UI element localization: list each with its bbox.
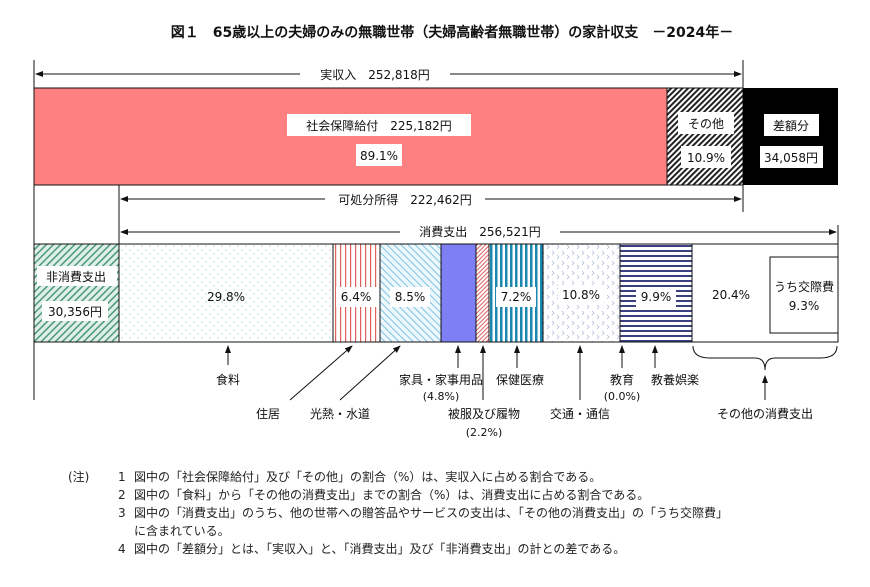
deficit-value: 34,058円	[764, 151, 818, 165]
label-clothing: 被服及び履物	[448, 407, 520, 421]
medical-pct: 7.2%	[501, 290, 532, 304]
note-number: 3	[118, 506, 126, 520]
label-other: その他の消費支出	[717, 406, 813, 421]
label-utilities: 光熱・水道	[310, 407, 370, 421]
notes-head: (注)	[68, 470, 90, 484]
note-number	[118, 522, 134, 540]
education-pct: (0.0%)	[604, 390, 641, 403]
other-pct: 20.4%	[712, 288, 750, 302]
nonconsumption-value: 30,356円	[48, 305, 102, 319]
label-recreation: 教養娯楽	[651, 372, 699, 387]
other-income-segment	[666, 87, 744, 186]
note-text: 図中の「食料」から「その他の消費支出」までの割合（%）は、消費支出に占める割合で…	[134, 488, 650, 502]
note-text: 図中の「社会保障給付」及び「その他」の割合（%）は、実収入に占める割合である。	[134, 470, 602, 484]
utilities-pct: 8.5%	[395, 290, 426, 304]
nonconsumption-segment	[33, 243, 120, 343]
segment-clothing	[475, 243, 490, 343]
clothing-pct: (2.2%)	[466, 426, 503, 439]
disposable-label: 可処分所得 222,462円	[338, 192, 472, 207]
nonconsumption-label: 非消費支出	[46, 269, 106, 284]
social-security-label: 社会保障給付 225,182円	[306, 118, 452, 133]
social-security-pct: 89.1%	[360, 149, 398, 163]
segment-furniture	[440, 243, 477, 343]
segment-food	[118, 243, 334, 343]
note-number: 1	[118, 470, 126, 484]
other-income-pct: 10.9%	[687, 151, 725, 165]
label-housing: 住居	[256, 407, 280, 421]
label-food: 食料	[216, 372, 240, 387]
note-text: 図中の「差額分」とは、「実収入」と、「消費支出」及び「非消費支出」の計との差であ…	[134, 542, 626, 556]
furniture-pct: (4.8%)	[423, 390, 460, 403]
note-number: 2	[118, 488, 126, 502]
food-pct: 29.8%	[207, 290, 245, 304]
entertainment-label: うち交際費	[774, 279, 834, 294]
housing-pct: 6.4%	[341, 290, 372, 304]
income-label: 実収入 252,818円	[320, 67, 430, 82]
label-transport: 交通・通信	[550, 406, 610, 421]
other-income-label: その他	[688, 117, 724, 131]
transport-pct: 10.8%	[562, 288, 600, 302]
label-medical: 保健医療	[496, 373, 544, 387]
label-education: 教育	[610, 372, 634, 387]
deficit-label: 差額分	[773, 119, 809, 133]
notes: (注) 1 図中の「社会保障給付」及び「その他」の割合（%）は、実収入に占める割合で…	[68, 468, 728, 558]
deficit-segment	[743, 88, 838, 185]
entertainment-pct: 9.3%	[789, 299, 820, 313]
note-text: に含まれている。	[134, 524, 230, 538]
note-text: 図中の「消費支出」のうち、他の世帯への贈答品やサービスの支出は、「その他の消費支…	[134, 506, 729, 520]
social-security-segment	[33, 87, 668, 186]
consumption-label: 消費支出 256,521円	[419, 224, 541, 239]
entertainment-subbox	[769, 256, 839, 334]
note-number: 4	[118, 542, 126, 556]
label-furniture: 家具・家事用品	[399, 372, 483, 387]
chart-title: 図１ 65歳以上の夫婦のみの無職世帯（夫婦高齢者無職世帯）の家計収支 －2024…	[171, 24, 733, 41]
recreation-pct: 9.9%	[641, 290, 672, 304]
other-brace	[692, 345, 838, 371]
